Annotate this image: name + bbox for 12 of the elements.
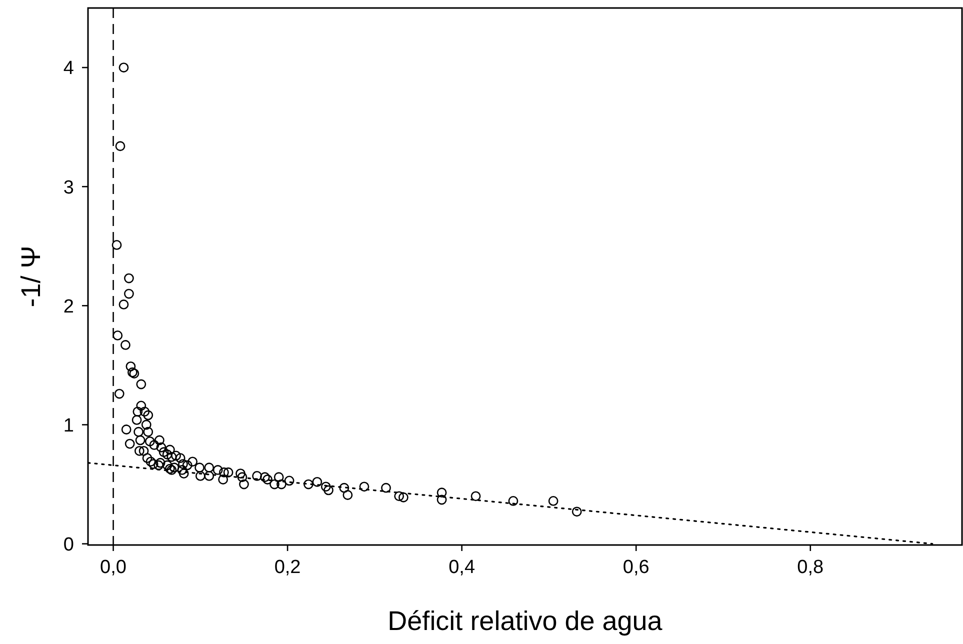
x-tick-label: 0,8 [797,557,824,578]
y-tick-label: 2 [63,296,74,318]
y-tick-label: 4 [63,58,74,80]
y-axis-title: -1/ Ψ [16,246,46,308]
x-tick-label: 0,2 [274,557,301,578]
y-tick-label: 0 [63,534,74,556]
x-tick-label: 0,4 [448,557,476,578]
y-tick-label: 3 [63,177,74,198]
x-tick-label: 0,0 [100,557,126,578]
y-tick-label: 1 [63,415,74,436]
x-tick-label: 0,6 [622,557,650,578]
x-axis-title: Déficit relativo de agua [388,606,664,636]
